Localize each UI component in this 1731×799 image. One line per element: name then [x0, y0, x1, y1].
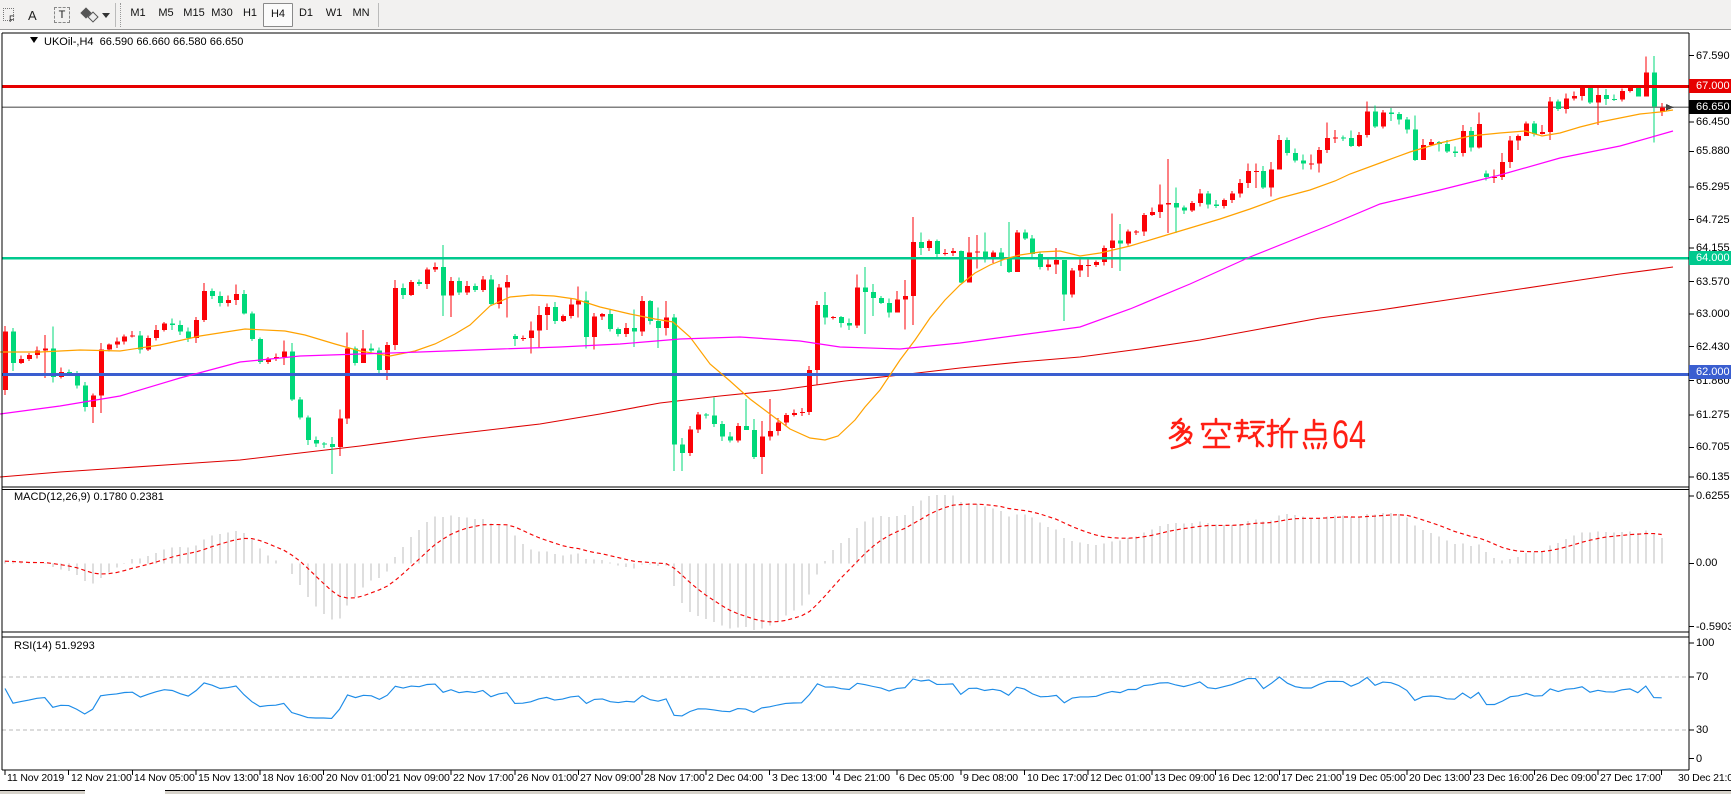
svg-text:64: 64	[1332, 417, 1366, 453]
